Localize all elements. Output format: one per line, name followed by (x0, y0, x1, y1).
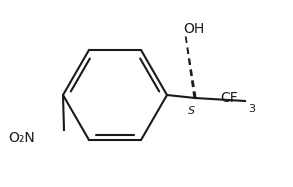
Text: S: S (188, 106, 195, 116)
Text: CF: CF (220, 91, 238, 105)
Text: 3: 3 (248, 104, 255, 114)
Text: OH: OH (183, 22, 204, 36)
Text: O₂N: O₂N (8, 131, 35, 145)
